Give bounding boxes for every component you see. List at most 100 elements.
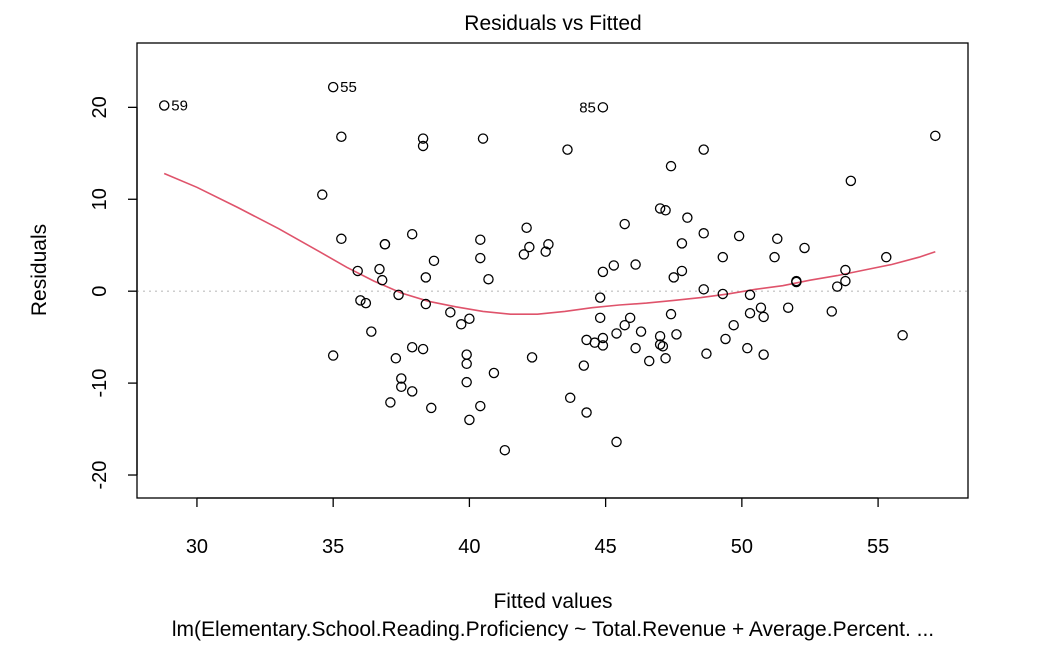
residual-point bbox=[417, 343, 429, 355]
residual-point bbox=[698, 228, 709, 239]
residual-point bbox=[521, 222, 532, 234]
residual-point bbox=[728, 319, 739, 331]
residual-point bbox=[744, 289, 756, 301]
residual-point bbox=[420, 298, 432, 310]
lowess-smooth-line bbox=[163, 172, 936, 315]
residual-point bbox=[406, 228, 418, 240]
residual-point bbox=[611, 328, 622, 339]
residual-point bbox=[671, 329, 682, 340]
residual-point bbox=[597, 340, 609, 351]
residual-point bbox=[630, 259, 641, 270]
plot-frame bbox=[136, 42, 969, 499]
residual-point bbox=[597, 332, 609, 344]
residual-point bbox=[831, 281, 843, 292]
point-labels-layer: 59 55 85 bbox=[171, 79, 596, 116]
residual-point bbox=[654, 330, 666, 342]
residual-point bbox=[744, 307, 756, 319]
residual-point bbox=[543, 239, 554, 250]
residual-point bbox=[698, 284, 709, 295]
residual-point bbox=[758, 311, 769, 323]
residual-point bbox=[355, 295, 366, 306]
x-tick-label: 40 bbox=[458, 536, 480, 558]
x-axis-label: Fitted values bbox=[493, 590, 612, 613]
residual-point bbox=[654, 203, 666, 214]
residual-point bbox=[897, 330, 908, 341]
residual-point bbox=[461, 349, 472, 360]
residual-point bbox=[717, 288, 729, 300]
residual-point bbox=[845, 175, 857, 187]
residual-point bbox=[385, 397, 396, 408]
outlier-label: 59 bbox=[171, 98, 188, 115]
residual-point bbox=[396, 381, 407, 393]
residual-point bbox=[660, 205, 671, 216]
x-tick-label: 50 bbox=[731, 536, 753, 558]
chart-title: Residuals vs Fitted bbox=[464, 12, 641, 35]
residual-point bbox=[406, 342, 418, 353]
residual-point bbox=[393, 289, 404, 301]
residual-point bbox=[701, 348, 712, 359]
residual-point bbox=[406, 386, 418, 397]
residual-point bbox=[526, 352, 538, 363]
residual-point bbox=[336, 233, 347, 245]
residual-point bbox=[518, 249, 530, 260]
residual-point bbox=[428, 255, 440, 267]
residual-point bbox=[417, 140, 429, 152]
residual-point bbox=[336, 131, 347, 143]
residual-point bbox=[352, 265, 363, 277]
residual-point bbox=[826, 306, 838, 317]
residual-point bbox=[366, 326, 377, 337]
residual-point bbox=[327, 350, 339, 361]
residual-point bbox=[540, 246, 551, 257]
residual-point bbox=[657, 341, 669, 352]
y-tick-label: -10 bbox=[89, 369, 111, 398]
outlier-label: 55 bbox=[340, 79, 357, 96]
residual-point bbox=[379, 239, 391, 250]
residual-point bbox=[420, 272, 432, 283]
residual-point bbox=[635, 326, 647, 337]
residual-point bbox=[733, 230, 745, 242]
model-formula-subtitle: lm(Elementary.School.Reading.Proficiency… bbox=[172, 618, 934, 641]
x-tick-label: 55 bbox=[867, 536, 889, 558]
residual-point bbox=[840, 275, 851, 287]
smooth-line-layer bbox=[163, 172, 936, 315]
residual-point bbox=[608, 260, 620, 271]
residual-point bbox=[475, 252, 486, 264]
residual-point bbox=[597, 266, 609, 278]
residual-point bbox=[791, 276, 802, 288]
residual-point bbox=[445, 307, 456, 318]
outlier-label: 85 bbox=[579, 99, 596, 116]
residual-point bbox=[396, 373, 407, 384]
residual-point bbox=[327, 81, 339, 93]
residual-point bbox=[624, 312, 636, 324]
residual-point bbox=[755, 302, 767, 313]
residual-point bbox=[390, 353, 402, 364]
residual-point bbox=[758, 349, 769, 360]
residual-point bbox=[611, 436, 622, 448]
residual-point bbox=[475, 234, 486, 245]
residual-point bbox=[417, 133, 429, 144]
x-axis: 30 35 40 45 50 55 bbox=[186, 497, 889, 558]
y-tick-label: 10 bbox=[89, 188, 111, 210]
x-tick-label: 30 bbox=[186, 536, 208, 558]
residual-point bbox=[488, 367, 500, 379]
residual-point bbox=[426, 402, 437, 414]
residual-point bbox=[769, 251, 780, 263]
residual-point bbox=[562, 144, 573, 155]
residual-point bbox=[376, 274, 388, 286]
residual-point bbox=[483, 273, 494, 285]
residual-point bbox=[720, 333, 731, 345]
residual-point bbox=[840, 264, 851, 276]
residual-point bbox=[475, 400, 486, 412]
residual-point bbox=[676, 265, 688, 277]
residual-point bbox=[799, 242, 810, 254]
residual-point bbox=[374, 263, 385, 275]
residual-point bbox=[698, 144, 709, 155]
residual-point bbox=[660, 353, 671, 364]
y-axis-label: Residuals bbox=[28, 224, 51, 316]
residual-point bbox=[597, 102, 609, 113]
residual-point bbox=[578, 360, 590, 371]
y-tick-label: 20 bbox=[89, 96, 111, 118]
residual-point bbox=[317, 189, 328, 200]
residual-point bbox=[668, 272, 679, 283]
